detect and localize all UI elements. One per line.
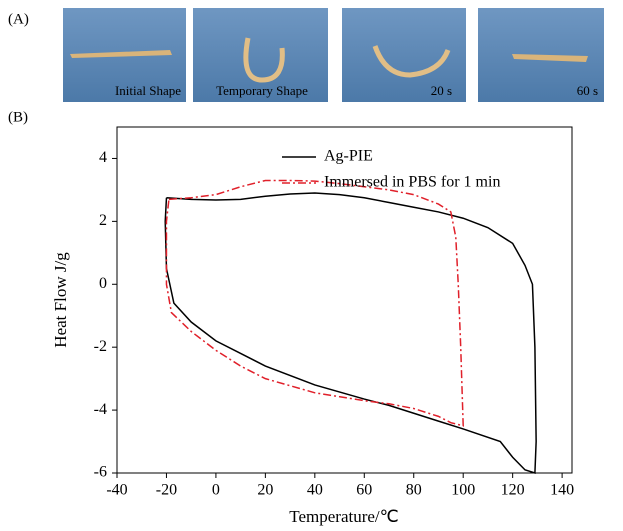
- y-tick-label: -4: [94, 401, 107, 418]
- y-tick-label: -6: [94, 464, 107, 481]
- x-tick-label: 40: [307, 482, 323, 499]
- y-tick-label: 2: [99, 212, 107, 229]
- data-line: [164, 192, 537, 475]
- photo: Temporary Shape: [193, 8, 328, 102]
- x-tick-label: 80: [406, 482, 422, 499]
- photo-caption: 60 s: [577, 83, 598, 98]
- photo: 60 s: [478, 8, 604, 102]
- y-axis-title: Heat Flow J/g: [51, 252, 70, 348]
- data-line: [165, 179, 464, 427]
- x-tick-label: -20: [156, 482, 177, 499]
- x-tick-label: 140: [550, 482, 574, 499]
- photo-caption: Initial Shape: [115, 83, 181, 98]
- panel-label: (A): [8, 11, 29, 27]
- photo: Initial Shape: [63, 8, 186, 102]
- x-axis-title: Temperature/℃: [289, 507, 398, 526]
- plot-frame: [116, 126, 573, 474]
- x-tick-label: 60: [356, 482, 372, 499]
- x-tick-label: -40: [106, 482, 127, 499]
- y-tick-label: -2: [94, 338, 107, 355]
- x-tick-label: 0: [212, 482, 220, 499]
- legend-label: Immersed in PBS for 1 min: [324, 174, 500, 191]
- y-tick-label: 4: [99, 149, 107, 166]
- x-tick-label: 20: [257, 482, 273, 499]
- x-tick-label: 120: [501, 482, 525, 499]
- y-tick-label: 0: [99, 275, 107, 292]
- panel-label: (B): [8, 109, 28, 125]
- photo-caption: Temporary Shape: [216, 83, 308, 98]
- photo-caption: 20 s: [431, 83, 452, 98]
- x-tick-label: 100: [451, 482, 475, 499]
- legend-label: Ag-PIE: [324, 148, 373, 165]
- photo: 20 s: [342, 8, 466, 102]
